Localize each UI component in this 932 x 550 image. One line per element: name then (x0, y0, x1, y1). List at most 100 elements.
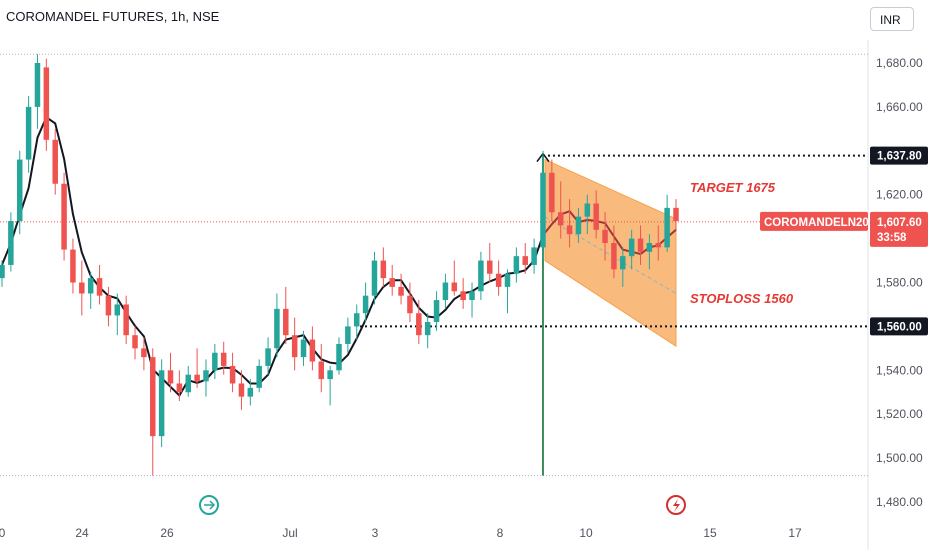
candle (34, 54, 41, 129)
candle (398, 273, 404, 305)
current-price-label: 1,607.60 (877, 217, 922, 229)
price-tag: 1,637.80 (870, 146, 928, 165)
candle-body (220, 352, 227, 366)
candle (522, 242, 528, 274)
candle-body (70, 249, 76, 283)
candle-body (167, 370, 174, 384)
price-channel (544, 158, 677, 348)
candle (8, 212, 14, 272)
candle-body (460, 291, 466, 301)
candle-body (16, 159, 23, 222)
candle-body (469, 291, 475, 301)
price-tag-label: 1,560.00 (877, 321, 922, 333)
lightning-icon (673, 499, 680, 512)
candle-body (637, 238, 644, 252)
candle-body (0, 264, 5, 279)
candle-body (531, 247, 537, 265)
candle-body (336, 343, 342, 371)
candle-body (25, 106, 32, 160)
y-tick-label: 1,480.00 (876, 495, 923, 509)
y-tick-label: 1,620.00 (876, 188, 923, 202)
candle (487, 242, 493, 283)
candle-body (495, 273, 502, 287)
x-tick-label: 15 (703, 526, 717, 540)
candle-body (371, 260, 378, 296)
candle (611, 225, 617, 279)
chart-title: COROMANDEL FUTURES, 1h, NSE (6, 9, 220, 24)
candle-body (327, 370, 333, 380)
candle-body (43, 67, 50, 140)
candle (593, 190, 599, 239)
candle (229, 352, 236, 393)
candle-body (389, 278, 395, 287)
candle (150, 348, 156, 476)
stoploss-annotation: STOPLOSS 1560 (690, 291, 794, 306)
candle-body (8, 221, 14, 265)
candle-body (557, 212, 564, 226)
candle-body (646, 242, 653, 252)
candle-body (176, 383, 183, 393)
candle (628, 229, 635, 270)
candle-body (424, 322, 431, 336)
candle-body (247, 387, 254, 397)
candle-body (478, 260, 484, 292)
candle-body (611, 242, 617, 270)
candle (265, 337, 271, 375)
price-tag-label: 1,637.80 (877, 151, 922, 163)
candle-body (504, 273, 511, 287)
x-tick-label: 24 (75, 526, 89, 540)
candle (407, 282, 413, 323)
candle (442, 273, 449, 309)
candle-body (185, 374, 191, 393)
candle (52, 128, 58, 195)
candle (70, 238, 76, 294)
candle-body (362, 295, 369, 314)
candle (504, 269, 511, 314)
candle (540, 150, 546, 261)
candle (584, 194, 591, 235)
earnings-event-icon[interactable] (666, 495, 686, 515)
candle (549, 159, 555, 222)
candle (309, 326, 316, 371)
currency-button[interactable]: INR (870, 7, 914, 31)
candle (185, 365, 191, 397)
dividend-event-icon[interactable] (199, 495, 219, 515)
candle-body (132, 335, 138, 349)
candle (141, 337, 147, 371)
moving-average-line-recent (542, 210, 677, 256)
candle-body (256, 365, 262, 388)
candle-body (549, 172, 555, 213)
candle (0, 260, 5, 287)
split-arrow-icon (204, 500, 216, 510)
candle-body (584, 203, 591, 217)
candle-body (194, 374, 200, 382)
candle (451, 260, 458, 296)
x-tick-label: 10 (579, 526, 593, 540)
candle (602, 212, 608, 261)
candle (655, 225, 662, 261)
candle-body (593, 203, 599, 230)
candle-body (291, 335, 298, 358)
candle-body (229, 365, 236, 384)
moving-average-line (1, 115, 544, 398)
candle-body (664, 207, 670, 248)
candle-body (345, 326, 351, 344)
candle-body (380, 260, 387, 279)
candle (43, 58, 50, 151)
candle-body (265, 348, 271, 366)
candle (416, 300, 422, 344)
candle (424, 313, 431, 349)
candle-body (34, 63, 41, 107)
candle (274, 293, 280, 358)
candle (336, 337, 342, 375)
candle (495, 260, 502, 296)
candle-body (114, 304, 121, 316)
candle (637, 225, 644, 265)
x-tick-label: 17 (788, 526, 802, 540)
candle (96, 264, 103, 305)
candle-body (487, 260, 493, 274)
candle-body (61, 183, 67, 250)
price-tag: 1,560.00 (870, 317, 928, 336)
candle (212, 343, 218, 380)
